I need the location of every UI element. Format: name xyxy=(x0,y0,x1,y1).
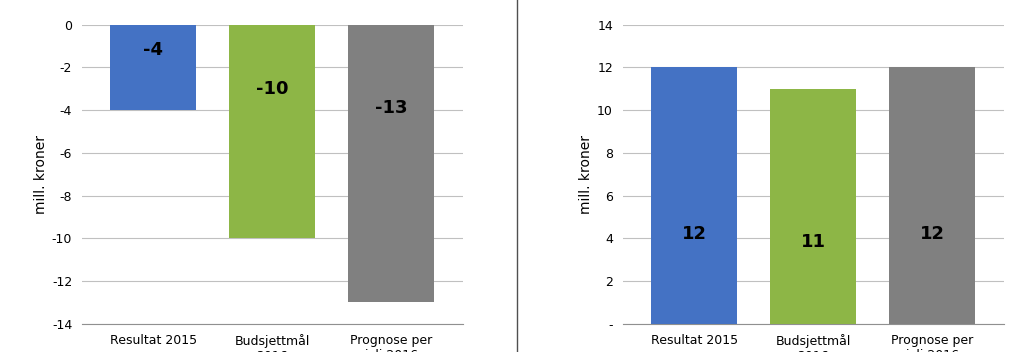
Y-axis label: mill. kroner: mill. kroner xyxy=(34,135,48,214)
Bar xyxy=(348,25,434,302)
Bar xyxy=(889,67,975,324)
Bar xyxy=(111,25,197,110)
Text: -4: -4 xyxy=(143,41,163,59)
Text: 11: 11 xyxy=(801,233,825,251)
Text: 12: 12 xyxy=(682,225,707,243)
Bar xyxy=(770,89,856,324)
Y-axis label: mill. kroner: mill. kroner xyxy=(579,135,593,214)
Text: -10: -10 xyxy=(256,80,289,98)
Text: 12: 12 xyxy=(920,225,944,243)
Bar xyxy=(651,67,737,324)
Bar xyxy=(229,25,315,238)
Text: -13: -13 xyxy=(375,99,408,117)
